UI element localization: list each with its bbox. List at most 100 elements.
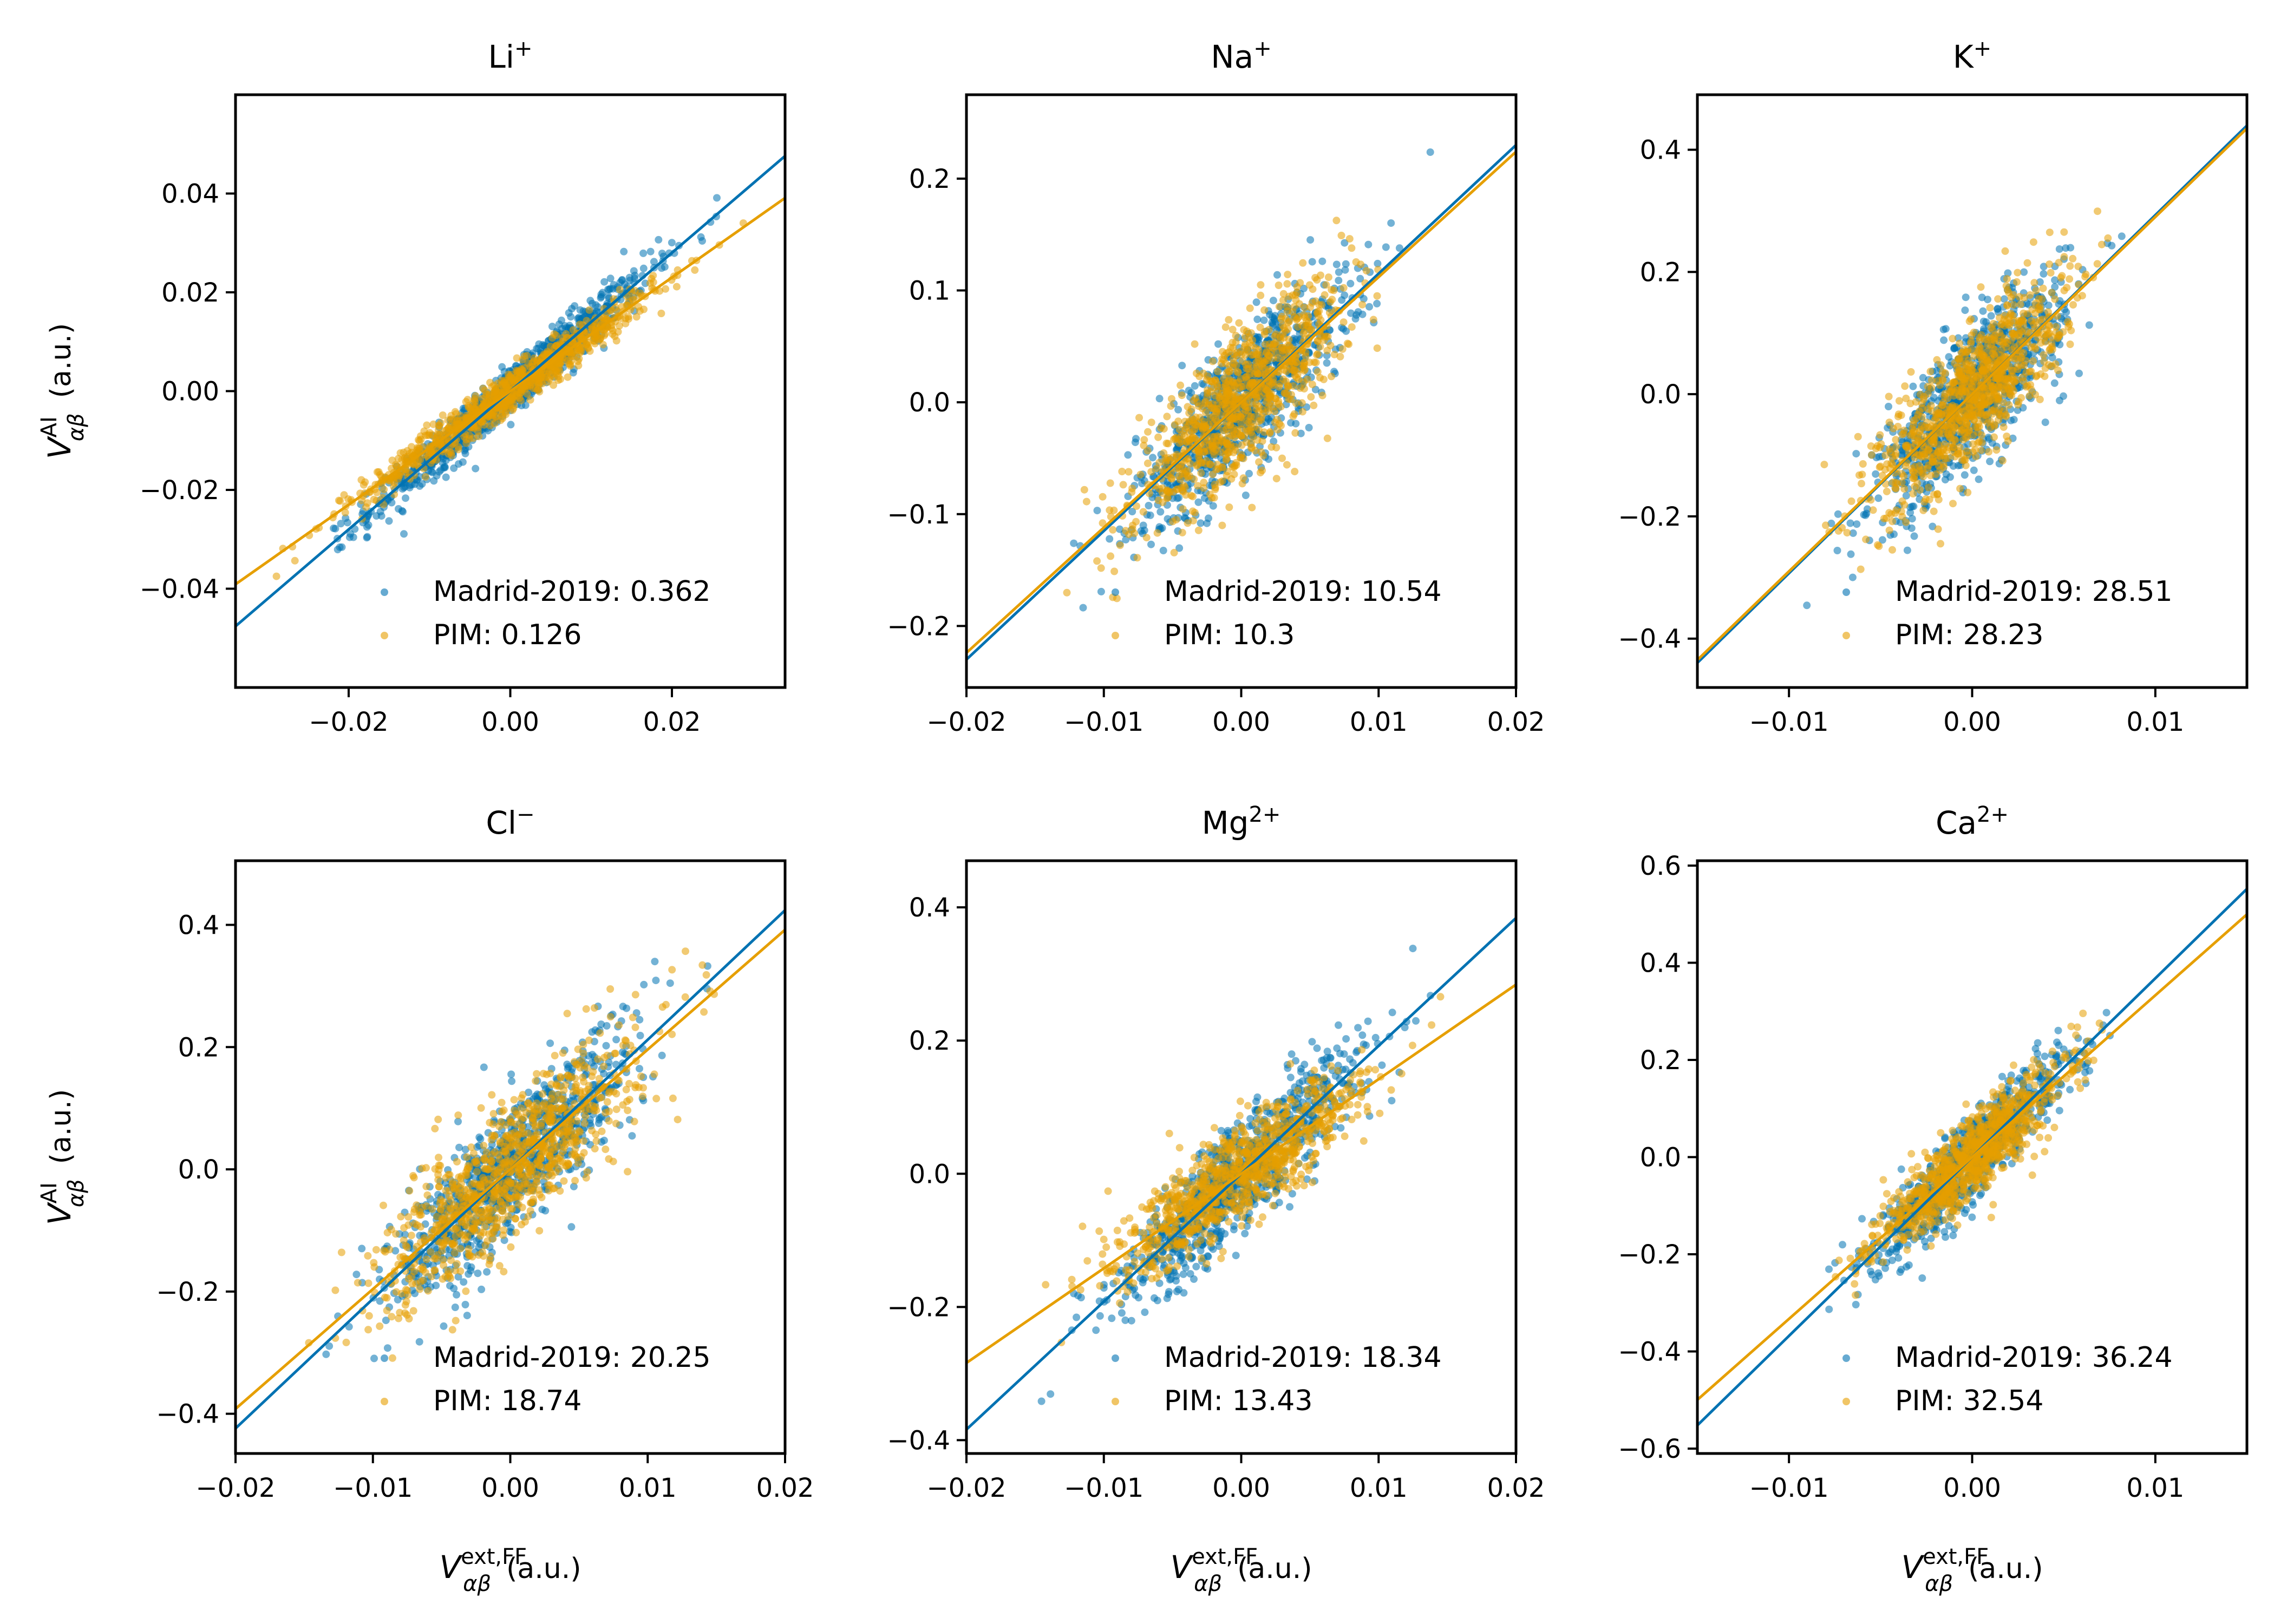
scatter-point: [1854, 433, 1862, 441]
scatter-point: [1179, 505, 1187, 513]
scatter-point: [1255, 370, 1263, 378]
scatter-point: [599, 289, 607, 297]
scatter-point: [442, 456, 450, 464]
scatter-point: [1269, 378, 1277, 387]
scatter-point: [1347, 309, 1355, 317]
scatter-point: [515, 368, 523, 376]
scatter-point: [599, 340, 607, 349]
y-tick-label: 0.00: [161, 377, 219, 407]
scatter-point: [555, 364, 563, 372]
legend-marker: [1112, 632, 1119, 639]
scatter-point: [639, 264, 648, 272]
scatter-point: [1847, 497, 1855, 505]
scatter-point: [446, 448, 454, 456]
scatter-point: [2048, 339, 2056, 348]
scatter-point: [1262, 340, 1269, 349]
scatter-point: [1277, 315, 1285, 323]
scatter-point: [1171, 421, 1179, 429]
scatter-point: [1178, 362, 1186, 370]
scatter-point: [450, 464, 458, 472]
scatter-point: [1237, 453, 1245, 461]
scatter-point: [1186, 437, 1194, 446]
scatter-point: [1216, 433, 1224, 441]
pim-fit-line: [236, 197, 785, 586]
x-tick-label: −0.02: [309, 707, 388, 737]
scatter-point: [1881, 451, 1890, 460]
scatter-point: [1901, 382, 1909, 390]
scatter-point: [1940, 336, 1948, 344]
scatter-point: [1338, 296, 1346, 304]
scatter-point: [1201, 422, 1210, 430]
scatter-point: [418, 480, 426, 488]
scatter-point: [1950, 345, 1958, 352]
scatter-point: [408, 443, 415, 451]
scatter-point: [1244, 427, 1252, 435]
scatter-point: [1324, 332, 1332, 340]
scatter-point: [1249, 432, 1257, 440]
scatter-point: [1275, 400, 1283, 408]
scatter-point: [2014, 269, 2022, 277]
scatter-point: [668, 239, 676, 247]
scatter-point: [411, 480, 419, 488]
legend-entry: PIM: 0.126: [433, 619, 581, 651]
scatter-point: [1140, 441, 1148, 449]
scatter-point: [402, 466, 410, 474]
scatter-point: [453, 417, 461, 425]
scatter-point: [1253, 315, 1262, 323]
scatter-point: [1942, 325, 1950, 333]
scatter-point: [1099, 493, 1107, 501]
plot-area: [966, 144, 1516, 661]
scatter-point: [1316, 374, 1324, 382]
scatter-point: [1348, 244, 1356, 252]
scatter-point: [1298, 399, 1306, 407]
scatter-point: [611, 303, 619, 311]
scatter-point: [1283, 303, 1291, 311]
scatter-point: [1147, 540, 1155, 548]
scatter-point: [2048, 289, 2056, 297]
scatter-point: [1241, 492, 1250, 499]
scatter-point: [520, 364, 528, 372]
scatter-point: [2069, 254, 2077, 263]
scatter-point: [1271, 339, 1279, 347]
scatter-point: [635, 303, 643, 311]
scatter-point: [1833, 547, 1841, 554]
scatter-point: [2064, 318, 2072, 326]
scatter-point: [1239, 382, 1247, 390]
scatter-point: [1232, 332, 1240, 339]
scatter-point: [1949, 500, 1957, 508]
scatter-point: [609, 326, 617, 335]
scatter-point: [1919, 506, 1927, 514]
scatter-point: [1289, 412, 1297, 420]
scatter-point: [1278, 322, 1286, 330]
y-tick-label: 0.2: [909, 164, 950, 194]
scatter-point: [1255, 458, 1263, 466]
scatter-point: [1874, 494, 1883, 502]
scatter-point: [2054, 366, 2062, 375]
scatter-point: [1354, 308, 1362, 316]
scatter-point: [1191, 382, 1199, 390]
scatter-point: [1358, 300, 1367, 309]
scatter-point: [1308, 381, 1316, 389]
scatter-point: [1262, 348, 1270, 356]
scatter-point: [1328, 296, 1336, 304]
scatter-point: [1198, 459, 1206, 467]
scatter-point: [1260, 330, 1269, 338]
scatter-point: [1218, 521, 1226, 529]
scatter-point: [548, 323, 556, 331]
scatter-point: [1373, 299, 1381, 307]
scatter-point: [1125, 531, 1133, 539]
scatter-point: [567, 313, 575, 321]
scatter-point: [1184, 403, 1192, 411]
scatter-point: [477, 418, 485, 426]
scatter-point: [2047, 269, 2055, 277]
scatter-point: [1257, 291, 1265, 299]
scatter-point: [1987, 312, 1995, 320]
scatter-point: [1382, 243, 1390, 251]
scatter-point: [1258, 467, 1266, 474]
scatter-point: [1177, 381, 1185, 389]
scatter-point: [1258, 437, 1266, 445]
scatter-point: [713, 194, 721, 202]
scatter-point: [1153, 464, 1161, 473]
scatter-point: [485, 397, 492, 405]
scatter-point: [1246, 304, 1254, 312]
